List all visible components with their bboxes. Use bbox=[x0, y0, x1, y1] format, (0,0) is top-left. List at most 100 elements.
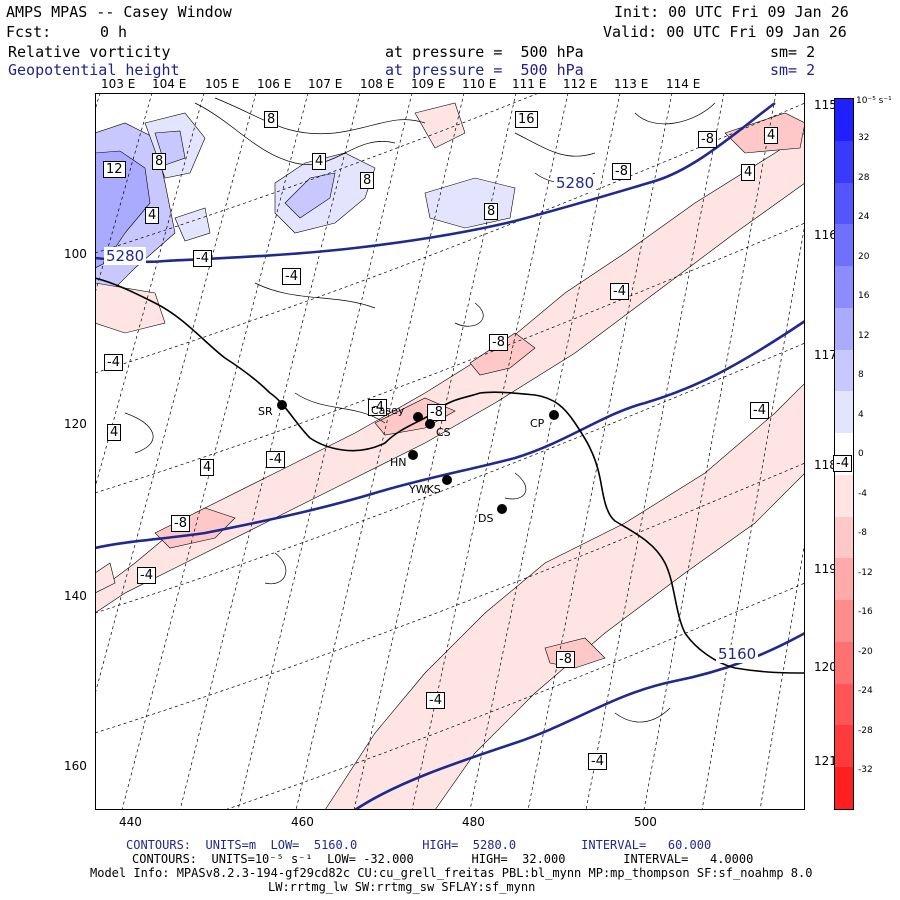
height-contour-label: 5280 bbox=[554, 174, 597, 192]
colorbar-label: 20 bbox=[858, 251, 870, 262]
field1-name: Relative vorticity bbox=[8, 43, 171, 61]
station-marker bbox=[413, 412, 423, 422]
vorticity-contour-label: 16 bbox=[515, 111, 538, 128]
top-longitude-label: 111 E bbox=[512, 77, 547, 91]
vorticity-contour-label: -4 bbox=[104, 354, 123, 371]
negative-vorticity-fill bbox=[95, 132, 805, 614]
top-longitude-label: 105 E bbox=[205, 77, 240, 91]
y-tick-label: 100 bbox=[64, 247, 87, 261]
height-contour-5220 bbox=[95, 319, 805, 550]
longitude-gridline bbox=[585, 93, 725, 810]
colorbar-segment bbox=[835, 767, 853, 810]
height-contour-5160 bbox=[354, 631, 805, 810]
footer-model-info-2: LW:rrtmg_lw SW:rrtmg_sw SFLAY:sf_mynn bbox=[268, 880, 536, 894]
x-tick-label: 500 bbox=[634, 815, 657, 829]
field1-level: at pressure = 500 hPa bbox=[385, 43, 584, 61]
negative-vorticity-fill bbox=[95, 562, 116, 594]
vorticity-contour-label: -8 bbox=[698, 131, 717, 148]
latitude-gridline bbox=[95, 462, 805, 734]
vorticity-contour-label: 4 bbox=[145, 207, 160, 224]
y-tick-label: 140 bbox=[64, 589, 87, 603]
colorbar-label: 0 bbox=[858, 449, 864, 459]
colorbar-segment bbox=[835, 99, 853, 142]
colorbar-label: -28 bbox=[858, 725, 873, 736]
station-marker bbox=[442, 475, 452, 485]
field1-smoothing: sm= 2 bbox=[770, 43, 816, 61]
colorbar-segment bbox=[835, 641, 853, 685]
top-longitude-label: 112 E bbox=[563, 77, 598, 91]
top-longitude-label: 103 E bbox=[101, 77, 136, 91]
station-label: YWKS bbox=[409, 483, 441, 496]
colorbar-segment bbox=[835, 725, 853, 768]
vorticity-contour-label: 8 bbox=[484, 203, 499, 220]
colorbar-label: -8 bbox=[858, 528, 867, 538]
colorbar-segment bbox=[835, 474, 853, 518]
x-tick-label: 440 bbox=[119, 815, 142, 829]
top-longitude-label: 104 E bbox=[152, 77, 187, 91]
field2-level: at pressure = 500 hPa bbox=[385, 61, 584, 79]
top-longitude-label: 110 E bbox=[462, 77, 497, 91]
field2-name: Geopotential height bbox=[8, 61, 180, 79]
vorticity-contour-label: 4 bbox=[312, 153, 327, 170]
latitude-gridline bbox=[95, 222, 805, 494]
vorticity-contour-label: -4 bbox=[610, 283, 629, 300]
station-marker bbox=[549, 410, 559, 420]
station-marker bbox=[425, 419, 435, 429]
vorticity-contour-label: -4 bbox=[282, 268, 301, 285]
colorbar-label: -4 bbox=[858, 488, 867, 499]
vorticity-contour-label: -4 bbox=[833, 455, 852, 472]
colorbar-label: 16 bbox=[858, 291, 870, 301]
negative-vorticity-fill bbox=[324, 382, 805, 810]
latitude-gridline bbox=[95, 102, 805, 374]
longitude-gridline bbox=[527, 93, 673, 810]
vorticity-contour-label: -4 bbox=[266, 451, 285, 468]
colorbar-label: 32 bbox=[858, 133, 870, 143]
vorticity-contour-label: 4 bbox=[764, 127, 779, 144]
colorbar-segment bbox=[835, 558, 853, 601]
vorticity-contour-label: 8 bbox=[360, 172, 375, 189]
top-longitude-label: 106 E bbox=[257, 77, 292, 91]
colorbar-segment bbox=[835, 307, 853, 351]
height-contour-label: 5160 bbox=[716, 645, 759, 663]
top-longitude-label: 113 E bbox=[614, 77, 649, 91]
colorbar-segment bbox=[835, 516, 853, 559]
init-time: Init: 00 UTC Fri 09 Jan 26 bbox=[614, 3, 849, 21]
field2-smoothing: sm= 2 bbox=[770, 61, 816, 79]
valid-time: Valid: 00 UTC Fri 09 Jan 26 bbox=[603, 23, 847, 41]
vorticity-contour-label: -8 bbox=[489, 334, 508, 351]
positive-vorticity-fill bbox=[95, 150, 151, 269]
top-longitude-label: 107 E bbox=[308, 77, 343, 91]
vorticity-contour-label: -8 bbox=[427, 404, 446, 421]
positive-vorticity-fill bbox=[424, 177, 516, 229]
height-contour-5280 bbox=[95, 101, 776, 264]
colorbar-label: -24 bbox=[858, 686, 873, 696]
colorbar-label: 12 bbox=[858, 330, 870, 341]
station-label: HN bbox=[390, 456, 407, 469]
top-longitude-label: 108 E bbox=[360, 77, 395, 91]
colorbar-segment bbox=[835, 683, 853, 726]
colorbar-segment bbox=[835, 349, 853, 392]
colorbar-label: -12 bbox=[858, 567, 873, 578]
height-contour-label: 5280 bbox=[104, 247, 147, 265]
vorticity-contour-label: 8 bbox=[152, 153, 167, 170]
station-label: SR bbox=[258, 405, 273, 418]
vorticity-contour-label: -4 bbox=[426, 692, 445, 709]
negative-vorticity-fill bbox=[414, 102, 466, 149]
top-longitude-label: 114 E bbox=[666, 77, 701, 91]
footer-vorticity-contours: CONTOURS: UNITS=10⁻⁵ s⁻¹ LOW= -32.000 HI… bbox=[132, 852, 754, 866]
longitude-gridline bbox=[295, 93, 465, 810]
vorticity-contour-label: -4 bbox=[137, 567, 156, 584]
colorbar bbox=[834, 98, 854, 810]
station-label: CP bbox=[530, 417, 545, 430]
vorticity-contour-label: -8 bbox=[612, 163, 631, 180]
vorticity-contour-label: -8 bbox=[171, 515, 190, 532]
colorbar-segment bbox=[835, 391, 853, 434]
station-label: DS bbox=[478, 512, 494, 525]
latitude-gridline bbox=[95, 93, 540, 254]
forecast-value: 0 h bbox=[100, 23, 128, 41]
colorbar-label: 24 bbox=[858, 212, 870, 222]
colorbar-segment bbox=[835, 140, 853, 183]
vorticity-contour-label: 12 bbox=[103, 161, 126, 178]
vorticity-contour-label: 4 bbox=[741, 164, 756, 181]
negative-vorticity-fill bbox=[95, 282, 166, 334]
